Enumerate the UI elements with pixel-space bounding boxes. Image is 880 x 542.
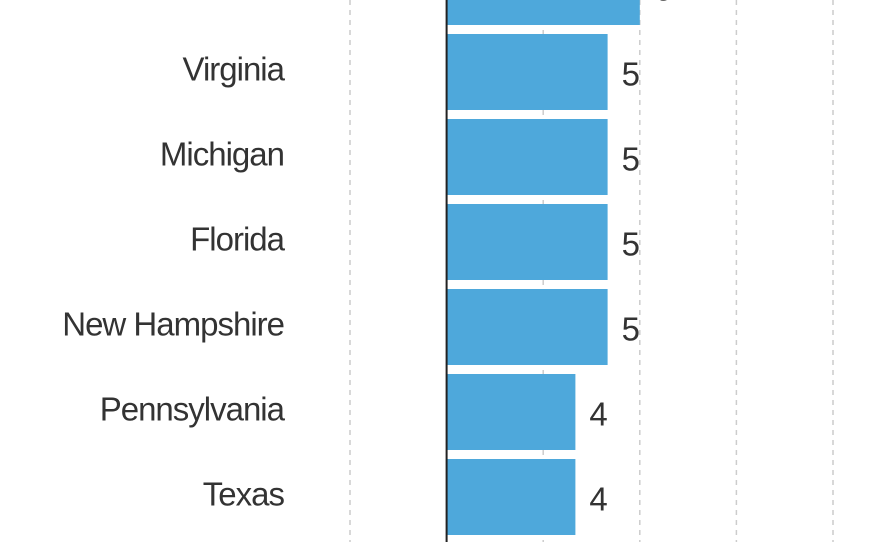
value-label: 6 — [654, 0, 672, 8]
category-label: Texas — [203, 476, 285, 513]
bar — [446, 204, 608, 280]
category-label: New Hampshire — [62, 306, 284, 343]
bar — [446, 459, 576, 535]
value-label: 5 — [622, 141, 640, 178]
category-label: Florida — [190, 221, 286, 258]
value-label: 4 — [589, 396, 607, 433]
bar — [446, 374, 576, 450]
bar — [446, 119, 608, 195]
value-label: 5 — [622, 311, 640, 348]
bar — [446, 289, 608, 365]
value-label: 4 — [589, 481, 607, 518]
value-label: 5 — [622, 56, 640, 93]
category-label: Virginia — [183, 51, 286, 88]
bar — [446, 34, 608, 110]
category-label: Michigan — [160, 136, 284, 173]
category-label: Pennsylvania — [100, 391, 286, 428]
value-label: 5 — [622, 226, 640, 263]
bar — [446, 0, 640, 25]
